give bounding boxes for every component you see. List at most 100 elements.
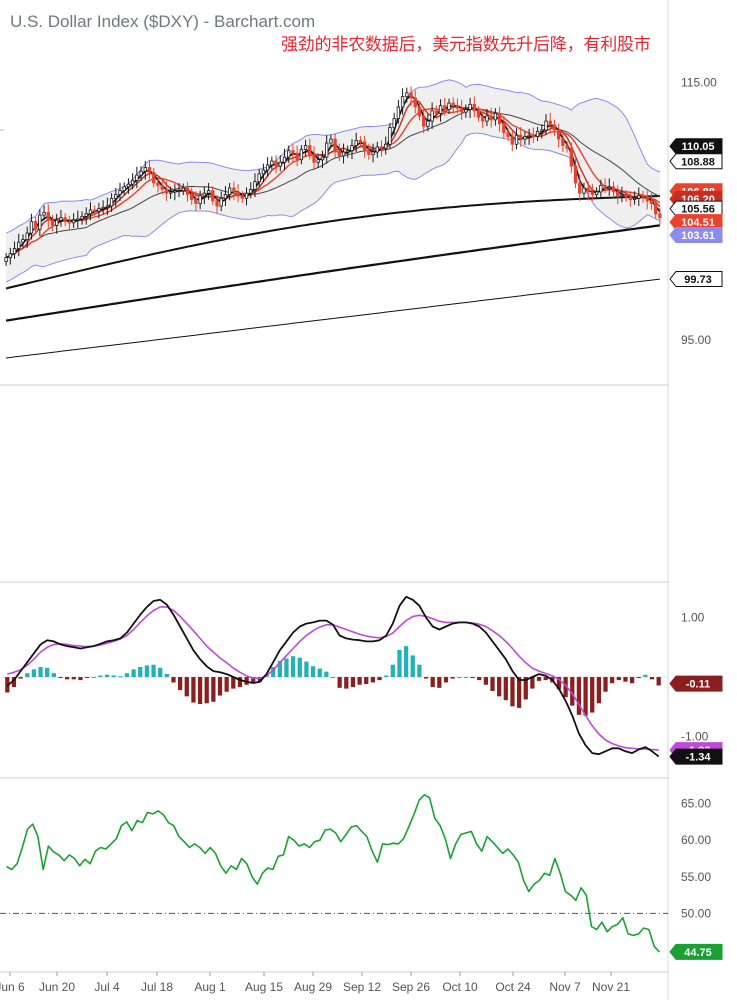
x-axis-date-label: Jun 20: [39, 980, 75, 994]
candle-down: [337, 150, 341, 157]
candle-down: [422, 115, 426, 127]
price-badge: 105.56: [669, 200, 723, 217]
candle-down: [164, 188, 169, 194]
candle-up: [122, 186, 126, 192]
macd-histogram-bar: [317, 668, 322, 678]
candle-up: [105, 205, 110, 208]
candle-up: [544, 120, 548, 131]
macd-histogram-bar: [25, 673, 30, 678]
candle-down: [552, 124, 557, 131]
candle-up: [316, 159, 320, 163]
ma-5-line: [5, 99, 661, 259]
macd-histogram-bar: [583, 677, 588, 716]
candle-down: [459, 107, 464, 113]
macd-histogram-bar: [629, 677, 635, 684]
candle-down: [645, 196, 649, 202]
macd-histogram-bar: [350, 677, 356, 688]
candle-down: [561, 138, 565, 146]
macd-histogram-bar: [423, 677, 429, 679]
candle-down: [67, 221, 72, 224]
candle-up: [227, 187, 232, 195]
candle-down: [531, 134, 536, 137]
macd-histogram-bar: [144, 665, 150, 678]
candle-up: [632, 197, 637, 201]
candle-down: [481, 116, 485, 122]
macd-histogram-bar: [490, 677, 495, 691]
candle-down: [367, 150, 371, 155]
price-badge-label: 99.73: [684, 274, 712, 286]
macd-histogram-bar: [576, 677, 582, 715]
candle-up: [282, 156, 287, 163]
candle-up: [346, 150, 350, 153]
macd-badge-bg: [669, 675, 723, 692]
candle-up: [206, 190, 211, 194]
macd-histogram-bar: [277, 660, 282, 678]
candle-down: [417, 106, 422, 117]
candle-down: [215, 200, 219, 207]
candle-up: [244, 192, 249, 199]
macd-histogram-bar: [510, 677, 515, 707]
x-axis-date-label: Aug 29: [294, 980, 332, 994]
macd-histogram-bar: [649, 677, 655, 680]
candle-down: [152, 172, 156, 184]
macd-histogram-bar: [111, 675, 116, 678]
macd-histogram-bar: [457, 677, 462, 679]
candle-up: [426, 120, 430, 127]
macd-histogram-bar: [530, 677, 535, 689]
candle-up: [320, 156, 325, 161]
price-y-tick: 115.00: [681, 75, 717, 89]
candle-up: [299, 149, 304, 161]
candle-up: [59, 217, 63, 221]
candle-up: [400, 96, 405, 108]
macd-histogram-bar: [31, 669, 37, 678]
candle-up: [620, 194, 624, 197]
rsi-line: [6, 793, 660, 953]
macd-histogram-bar: [178, 677, 183, 691]
macd-histogram-bar: [304, 661, 309, 678]
candle-up: [468, 103, 472, 110]
candle-down: [63, 217, 67, 222]
rsi-y-tick: 65.00: [681, 797, 711, 811]
candle-down: [333, 138, 337, 152]
x-axis-date-label: Nov 21: [592, 980, 630, 994]
candle-down: [295, 152, 299, 161]
macd-histogram-bar: [477, 677, 482, 681]
candle-up: [143, 167, 147, 172]
ma-3-line: [5, 95, 661, 259]
price-badge: 103.61: [669, 227, 723, 244]
candle-down: [240, 195, 244, 199]
macd-histogram-bar: [124, 673, 130, 678]
macd-histogram-bar: [324, 671, 329, 678]
candle-down: [362, 141, 367, 152]
candle-up: [599, 185, 603, 193]
price-badge: 104.51: [669, 214, 723, 231]
candle-down: [160, 185, 164, 190]
candle-up: [177, 190, 181, 193]
ma-20-line: [5, 108, 661, 259]
candle-down: [291, 150, 295, 154]
candle-up: [168, 191, 173, 194]
macd-histogram-bar: [131, 669, 136, 678]
macd-histogram-bar: [364, 677, 369, 684]
candle-up: [594, 191, 599, 195]
x-axis-date-label: Aug 15: [245, 980, 283, 994]
candle-down: [50, 219, 55, 226]
candle-down: [308, 145, 312, 155]
candle-up: [514, 134, 519, 145]
macd-histogram-bar: [656, 677, 661, 686]
rsi-y-tick: 50.00: [681, 906, 711, 920]
macd-histogram-bar: [38, 666, 43, 678]
macd-histogram-bar: [344, 677, 349, 689]
ma-50-line: [5, 195, 660, 290]
macd-histogram-bar: [151, 664, 156, 678]
candle-down: [616, 191, 620, 197]
macd-histogram-bar: [523, 677, 528, 700]
candle-up: [341, 151, 346, 157]
macd-histogram-bar: [98, 675, 103, 678]
candle-down: [658, 213, 662, 219]
candle-up: [257, 173, 261, 183]
candle-up: [303, 145, 308, 150]
candle-down: [548, 120, 552, 126]
macd-badge-label: -1.34: [685, 752, 711, 764]
macd-histogram-bar: [384, 675, 389, 678]
